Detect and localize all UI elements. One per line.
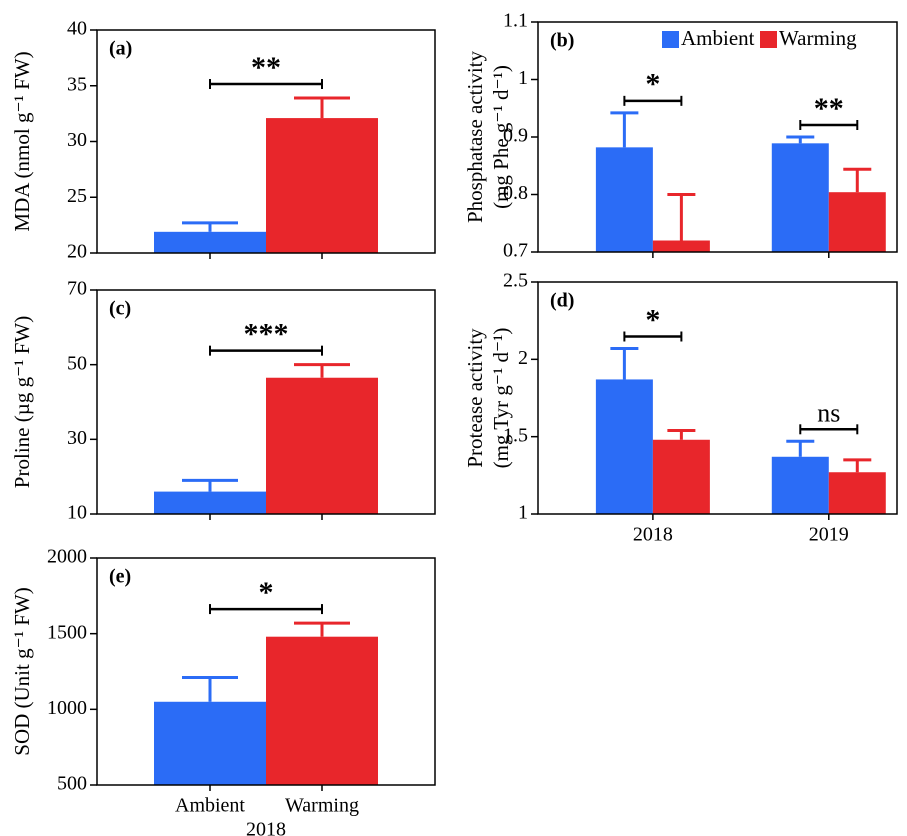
sig-label: ** [251,51,281,84]
y-tick-label: 35 [67,73,87,95]
y-axis-label: Protease activity [463,328,487,468]
y-tick-label: 1000 [47,697,87,719]
x-tick-label: 2019 [809,524,849,546]
legend-swatch [760,31,777,48]
panel-label: (e) [109,566,131,588]
sig-label: * [645,303,660,336]
sig-label: ** [814,92,844,125]
y-tick-label: 1.5 [503,424,528,446]
y-axis-label: MDA (nmol g⁻¹ FW) [10,51,34,231]
plot-frame [537,21,898,253]
y-tick-label: 2 [518,347,528,369]
y-tick-label: 40 [67,18,87,40]
sig-label: ns [817,398,840,427]
plot-frame [537,281,898,515]
y-tick-label: 10 [67,502,87,524]
legend-label: Ambient [681,26,755,50]
bar [595,379,653,514]
panel-label: (b) [550,30,574,52]
y-tick-label: 2.5 [503,270,528,292]
legend-swatch [662,31,679,48]
bar [154,231,266,253]
bar [652,240,710,252]
x-tick-label: Ambient [175,795,245,817]
sig-label: * [259,576,274,609]
x-axis-label: 2018 [246,819,286,836]
y-axis-label: Phosphatase activity [463,50,487,223]
plot-frame [96,29,436,254]
legend-label: Warming [779,26,857,50]
bar [595,147,653,252]
y-tick-label: 2000 [47,546,87,568]
plot-frame [96,557,436,786]
y-axis-label: (mg Phe g⁻¹ d⁻¹) [489,65,513,209]
bar [828,192,886,252]
y-tick-label: 0.9 [503,125,528,147]
bar [771,143,829,252]
y-tick-label: 25 [67,185,87,207]
panel-label: (d) [550,290,574,312]
bar [266,636,378,785]
sig-label: * [645,68,660,101]
y-axis-label: Proline (µg g⁻¹ FW) [10,316,34,488]
y-tick-label: 0.8 [503,182,528,204]
x-tick-label: Warming [285,795,359,817]
y-tick-label: 30 [67,427,87,449]
panel-label: (a) [109,38,132,60]
bar [828,472,886,514]
y-tick-label: 50 [67,352,87,374]
y-tick-label: 1.1 [503,10,528,32]
y-axis-label: (mg Tyr g⁻¹ d⁻¹) [489,328,513,469]
bar [652,439,710,514]
y-tick-label: 500 [57,773,87,795]
y-tick-label: 20 [67,241,87,263]
y-tick-label: 0.7 [503,240,528,262]
bar [266,118,378,254]
y-tick-label: 30 [67,129,87,151]
y-tick-label: 1 [518,502,528,524]
bar [266,377,378,514]
panel-label: (c) [109,298,131,320]
y-tick-label: 1500 [47,621,87,643]
y-tick-label: 1 [518,67,528,89]
bar [154,701,266,785]
sig-label: *** [244,318,289,351]
bar [771,456,829,514]
x-tick-label: 2018 [633,524,673,546]
y-tick-label: 70 [67,278,87,300]
bar [154,491,266,514]
plot-frame [96,289,436,515]
y-axis-label: SOD (Unit g⁻¹ FW) [10,587,34,755]
